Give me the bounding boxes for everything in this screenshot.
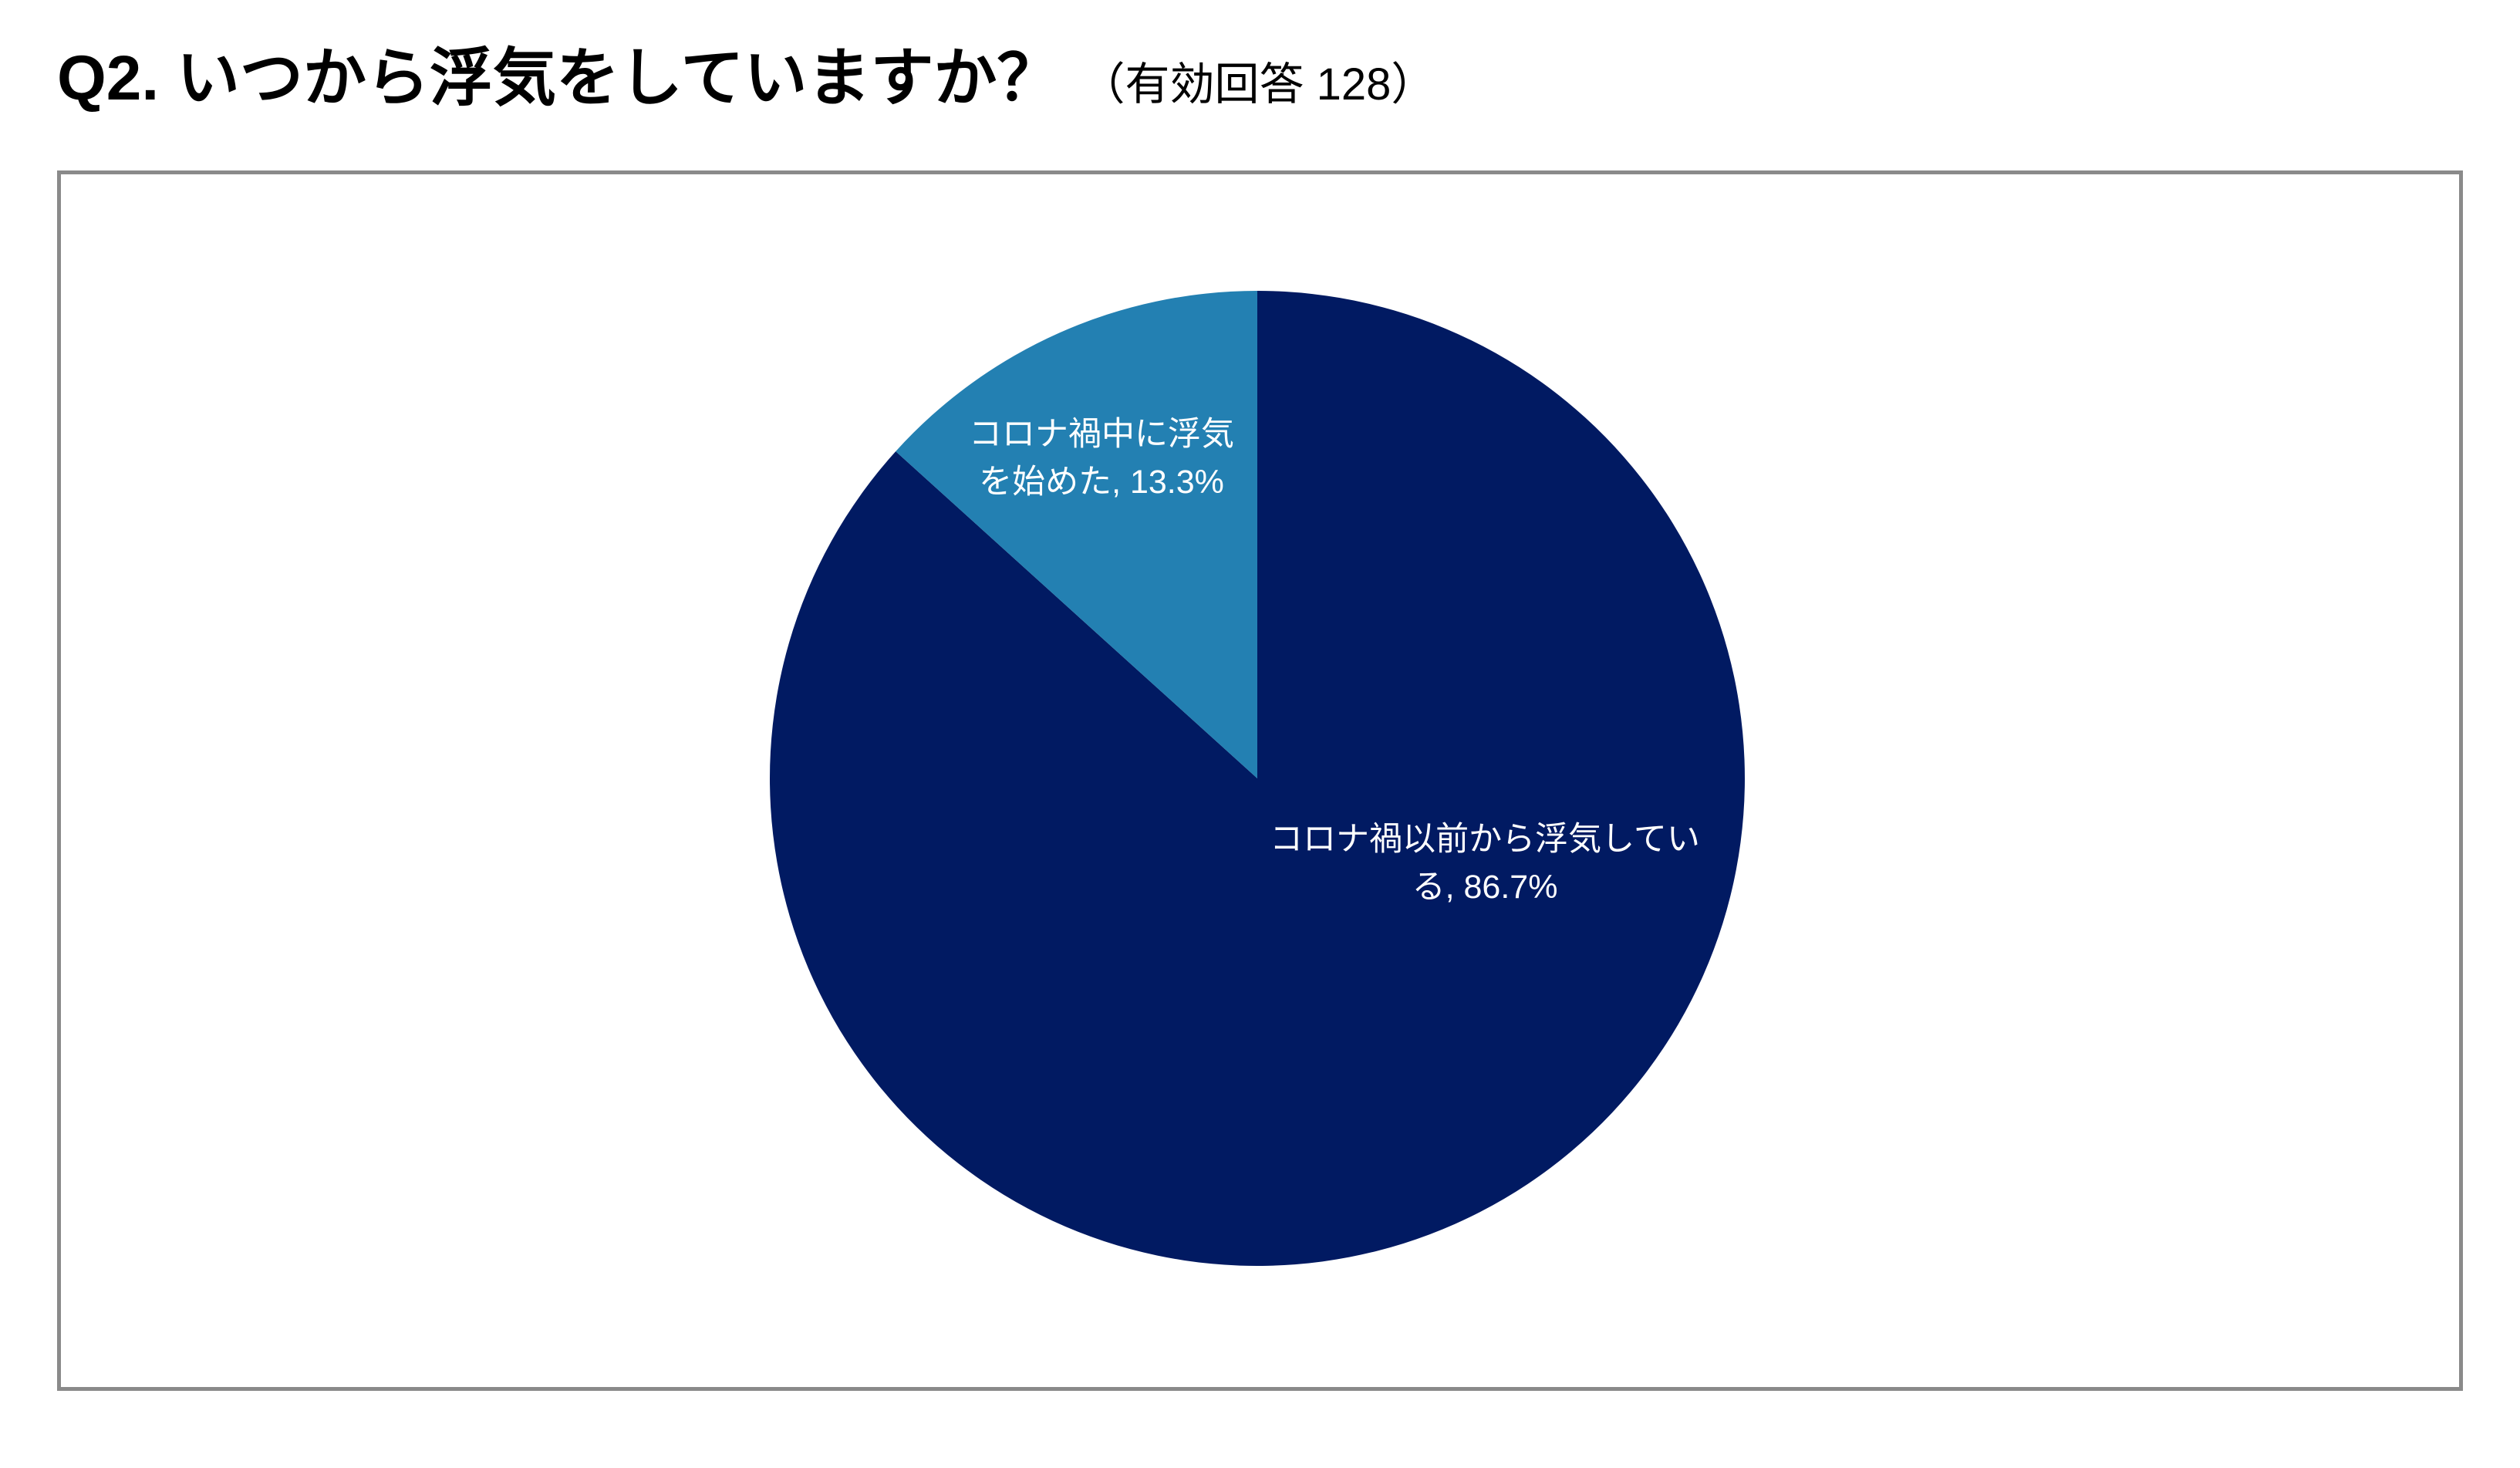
response-count-note: （有効回答 128） — [1080, 59, 1436, 110]
data-label-category: コロナ禍中に浮気を始めた — [968, 416, 1234, 501]
data-label-value: 86.7 — [1463, 869, 1529, 906]
data-label-value: 13.3 — [1129, 464, 1195, 501]
data-label-separator: , — [1112, 464, 1130, 501]
data-label-during-covid: コロナ禍中に浮気を始めた, 13.3% — [959, 410, 1244, 506]
data-label-before-covid: コロナ禍以前から浮気している, 86.7% — [1261, 815, 1709, 911]
data-label-category: コロナ禍以前から浮気している — [1270, 821, 1700, 906]
question-title: Q2. いつから浮気をしていますか？ — [57, 43, 1061, 113]
chart-title: Q2. いつから浮気をしていますか？ （有効回答 128） — [57, 39, 1435, 119]
data-label-suffix: % — [1194, 464, 1224, 501]
pie-slice-during-covid — [896, 291, 1257, 778]
data-label-suffix: % — [1528, 869, 1558, 906]
data-label-separator: , — [1445, 869, 1464, 906]
pie-slice-before-covid — [770, 291, 1746, 1266]
